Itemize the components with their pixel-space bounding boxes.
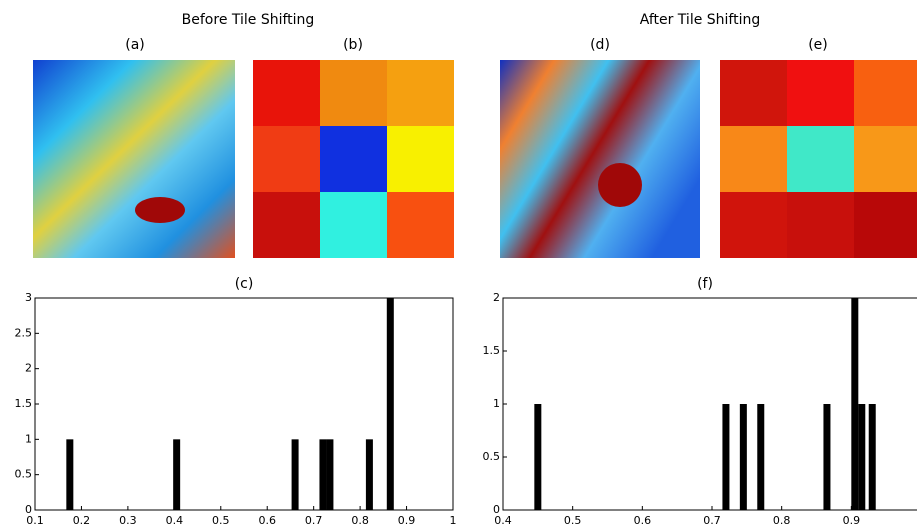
x-tick-label: 0.7 xyxy=(305,514,323,527)
bar xyxy=(823,404,831,510)
cell xyxy=(387,60,454,126)
cell xyxy=(253,126,320,192)
cell xyxy=(253,192,320,258)
image-d xyxy=(500,60,700,258)
bar xyxy=(739,404,747,510)
bar xyxy=(173,439,181,510)
bar xyxy=(757,404,765,510)
cell xyxy=(787,126,854,192)
bar xyxy=(326,439,334,510)
bar xyxy=(868,404,876,510)
chart-title: (f) xyxy=(697,276,713,292)
bar xyxy=(851,298,859,510)
panel-label: (b) xyxy=(343,37,363,53)
heatmap-e xyxy=(720,60,917,258)
y-tick-label: 1 xyxy=(25,432,32,445)
x-tick-label: 0.5 xyxy=(212,514,230,527)
x-tick-label: 0.5 xyxy=(564,514,582,527)
panel-title: After Tile Shifting xyxy=(640,12,761,28)
panel-label: (a) xyxy=(125,37,145,53)
bar xyxy=(291,439,299,510)
x-tick-label: 0.4 xyxy=(166,514,184,527)
y-tick-label: 1.5 xyxy=(15,397,33,410)
x-tick-label: 0.3 xyxy=(119,514,137,527)
x-tick-label: 0.2 xyxy=(73,514,91,527)
panel-label: (e) xyxy=(808,37,828,53)
y-tick-label: 1.5 xyxy=(483,344,501,357)
x-tick-label: 0.9 xyxy=(843,514,861,527)
cell xyxy=(720,192,787,258)
heatmap-b xyxy=(253,60,454,258)
bar xyxy=(386,298,394,510)
image-blob xyxy=(598,163,642,207)
cell xyxy=(320,192,387,258)
y-tick-label: 0.5 xyxy=(15,468,33,481)
cell xyxy=(720,60,787,126)
y-tick-label: 2.5 xyxy=(15,326,33,339)
y-tick-label: 2 xyxy=(493,291,500,304)
x-tick-label: 0.7 xyxy=(703,514,721,527)
y-tick-label: 2 xyxy=(25,362,32,375)
bar xyxy=(365,439,373,510)
cell xyxy=(787,60,854,126)
cell xyxy=(854,60,917,126)
y-tick-label: 0 xyxy=(493,503,500,516)
bar xyxy=(66,439,74,510)
bar xyxy=(858,404,866,510)
image-a xyxy=(33,60,235,258)
cell xyxy=(387,126,454,192)
chart-title: (c) xyxy=(235,276,254,292)
bar xyxy=(722,404,730,510)
cell xyxy=(854,126,917,192)
x-tick-label: 0.6 xyxy=(258,514,276,527)
bar xyxy=(319,439,327,510)
y-tick-label: 0 xyxy=(25,503,32,516)
panel-label: (d) xyxy=(590,37,610,53)
y-tick-label: 3 xyxy=(25,291,32,304)
x-tick-label: 0.8 xyxy=(773,514,791,527)
cell xyxy=(720,126,787,192)
bar xyxy=(534,404,542,510)
panel-title: Before Tile Shifting xyxy=(182,12,315,28)
x-tick-label: 0.9 xyxy=(398,514,416,527)
cell xyxy=(787,192,854,258)
x-tick-label: 0.6 xyxy=(634,514,652,527)
x-tick-label: 1 xyxy=(450,514,457,527)
cell xyxy=(253,60,320,126)
x-tick-label: 0.1 xyxy=(26,514,44,527)
cell xyxy=(320,60,387,126)
image-blob xyxy=(135,197,185,223)
cell xyxy=(387,192,454,258)
x-tick-label: 0.8 xyxy=(351,514,369,527)
y-tick-label: 0.5 xyxy=(483,450,501,463)
cell xyxy=(854,192,917,258)
x-tick-label: 0.4 xyxy=(494,514,512,527)
cell xyxy=(320,126,387,192)
y-tick-label: 1 xyxy=(493,397,500,410)
